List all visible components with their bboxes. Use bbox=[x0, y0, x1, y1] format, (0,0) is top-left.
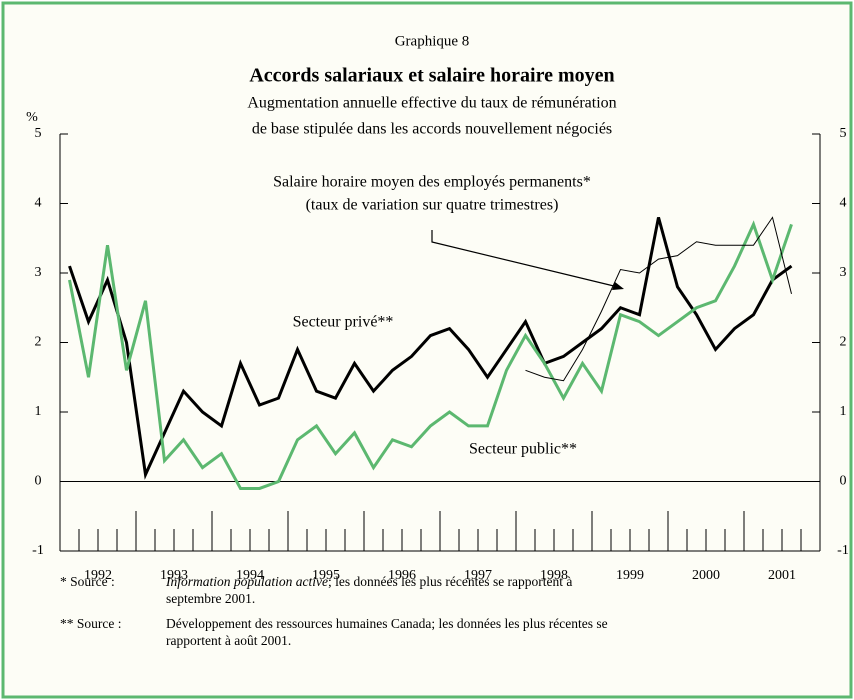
chart-label: Graphique 8 bbox=[395, 33, 470, 49]
annotation: (taux de variation sur quatre trimestres… bbox=[306, 197, 559, 214]
y-tick-label: 1 bbox=[840, 404, 847, 419]
y-tick-label: 0 bbox=[840, 474, 847, 489]
x-tick-label: 1993 bbox=[160, 568, 188, 583]
x-tick-label: 1998 bbox=[540, 568, 568, 583]
y-tick-label: 1 bbox=[35, 404, 42, 419]
series-line bbox=[525, 216, 792, 382]
footnote-italic: Information population active bbox=[165, 574, 328, 589]
x-tick-label: 1992 bbox=[84, 568, 112, 583]
y-tick-label: 2 bbox=[35, 335, 42, 350]
x-tick-label: 1999 bbox=[616, 568, 644, 583]
y-tick-label: 2 bbox=[840, 335, 847, 350]
x-tick-label: 2000 bbox=[692, 568, 720, 583]
y-tick-label: 4 bbox=[840, 196, 847, 211]
series-line bbox=[68, 220, 793, 490]
footnote-text: ; les données les plus récentes se rappo… bbox=[328, 574, 572, 589]
y-tick-label: 3 bbox=[35, 265, 42, 280]
chart-subtitle: de base stipulée dans les accords nouvel… bbox=[252, 121, 612, 138]
arrow-head bbox=[612, 282, 624, 290]
annotation-arrow bbox=[431, 230, 619, 288]
y-tick-label: -1 bbox=[837, 543, 849, 558]
x-tick-label: 2001 bbox=[768, 568, 796, 583]
x-tick-label: 1995 bbox=[312, 568, 340, 583]
footnote-marker: * Source : bbox=[60, 574, 115, 589]
x-tick-label: 1996 bbox=[388, 568, 416, 583]
y-tick-label: 3 bbox=[840, 265, 847, 280]
footnote: septembre 2001. bbox=[166, 591, 255, 606]
y-tick-label: 4 bbox=[35, 196, 42, 211]
y-unit: % bbox=[26, 110, 38, 125]
series-line bbox=[68, 217, 793, 480]
y-tick-label: 0 bbox=[35, 474, 42, 489]
annotation: Salaire horaire moyen des employés perma… bbox=[273, 174, 591, 191]
x-tick-label: 1994 bbox=[236, 568, 264, 583]
x-tick-label: 1997 bbox=[464, 568, 492, 583]
series-label: Secteur privé** bbox=[293, 314, 394, 331]
y-tick-label: 5 bbox=[35, 126, 42, 141]
y-tick-label: -1 bbox=[32, 543, 44, 558]
series-label: Secteur public** bbox=[469, 441, 577, 458]
footnote: Développement des ressources humaines Ca… bbox=[166, 616, 608, 631]
footnote: rapportent à août 2001. bbox=[166, 633, 291, 648]
footnote: Information population active; les donné… bbox=[165, 574, 572, 589]
y-tick-label: 5 bbox=[840, 126, 847, 141]
chart-title: Accords salariaux et salaire horaire moy… bbox=[249, 65, 614, 87]
footnote-marker: ** Source : bbox=[60, 616, 122, 631]
chart-subtitle: Augmentation annuelle effective du taux … bbox=[247, 95, 616, 112]
